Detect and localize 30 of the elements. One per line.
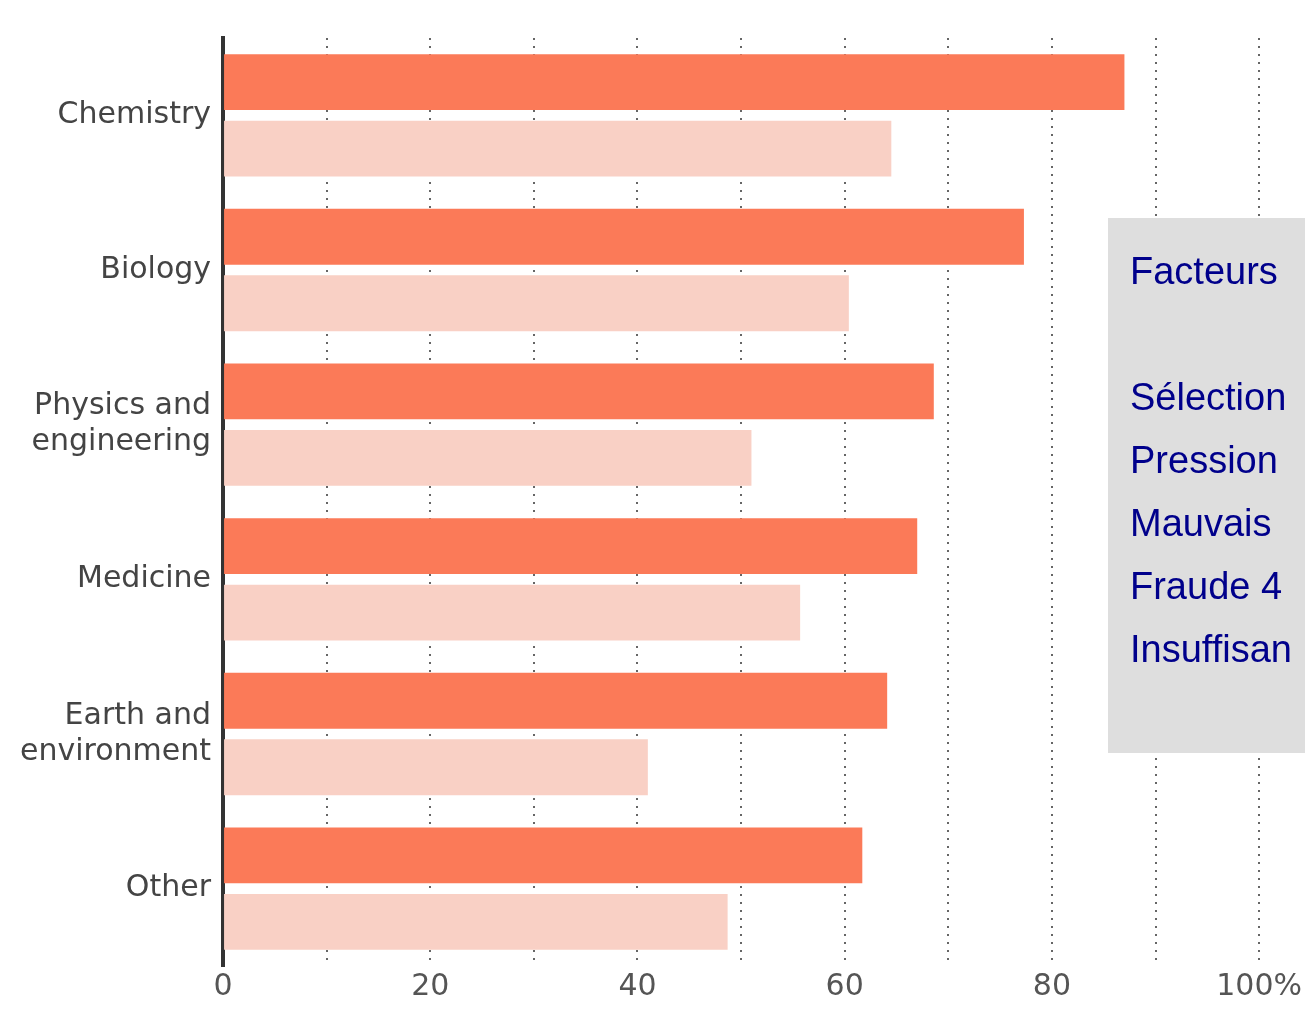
- y-tick-label: Chemistry: [57, 95, 212, 131]
- bar: [224, 827, 863, 884]
- annotation: Insuffisan: [1130, 627, 1293, 672]
- bar: [224, 275, 849, 332]
- bar: [224, 54, 1125, 111]
- x-tick-label: 60: [825, 966, 864, 1002]
- y-tick-label: Physics and engineering: [31, 386, 212, 458]
- bar: [224, 739, 648, 796]
- annotation: Mauvais: [1130, 501, 1273, 546]
- annotation: Pression: [1130, 438, 1279, 483]
- bar: [224, 208, 1024, 265]
- y-tick-label: Biology: [100, 249, 212, 285]
- y-tick-label: Earth and environment: [20, 695, 212, 767]
- bar: [224, 363, 934, 420]
- x-tick-label: 40: [618, 966, 657, 1002]
- bar: [224, 893, 728, 950]
- annotation: Facteurs: [1130, 249, 1279, 294]
- x-tick-label: 80: [1032, 966, 1071, 1002]
- bar: [224, 672, 888, 729]
- x-tick-label: 0: [213, 966, 233, 1002]
- bar: [224, 120, 892, 177]
- bar: [224, 429, 752, 486]
- bar: [224, 518, 918, 575]
- annotation: Fraude 4: [1130, 564, 1284, 609]
- bar: [224, 584, 801, 641]
- y-tick-label: Other: [125, 868, 212, 904]
- annotation: Sélection: [1130, 375, 1288, 420]
- y-tick-label: Medicine: [77, 559, 212, 595]
- x-tick-label: 20: [411, 966, 450, 1002]
- x-tick-label: 100%: [1216, 966, 1303, 1002]
